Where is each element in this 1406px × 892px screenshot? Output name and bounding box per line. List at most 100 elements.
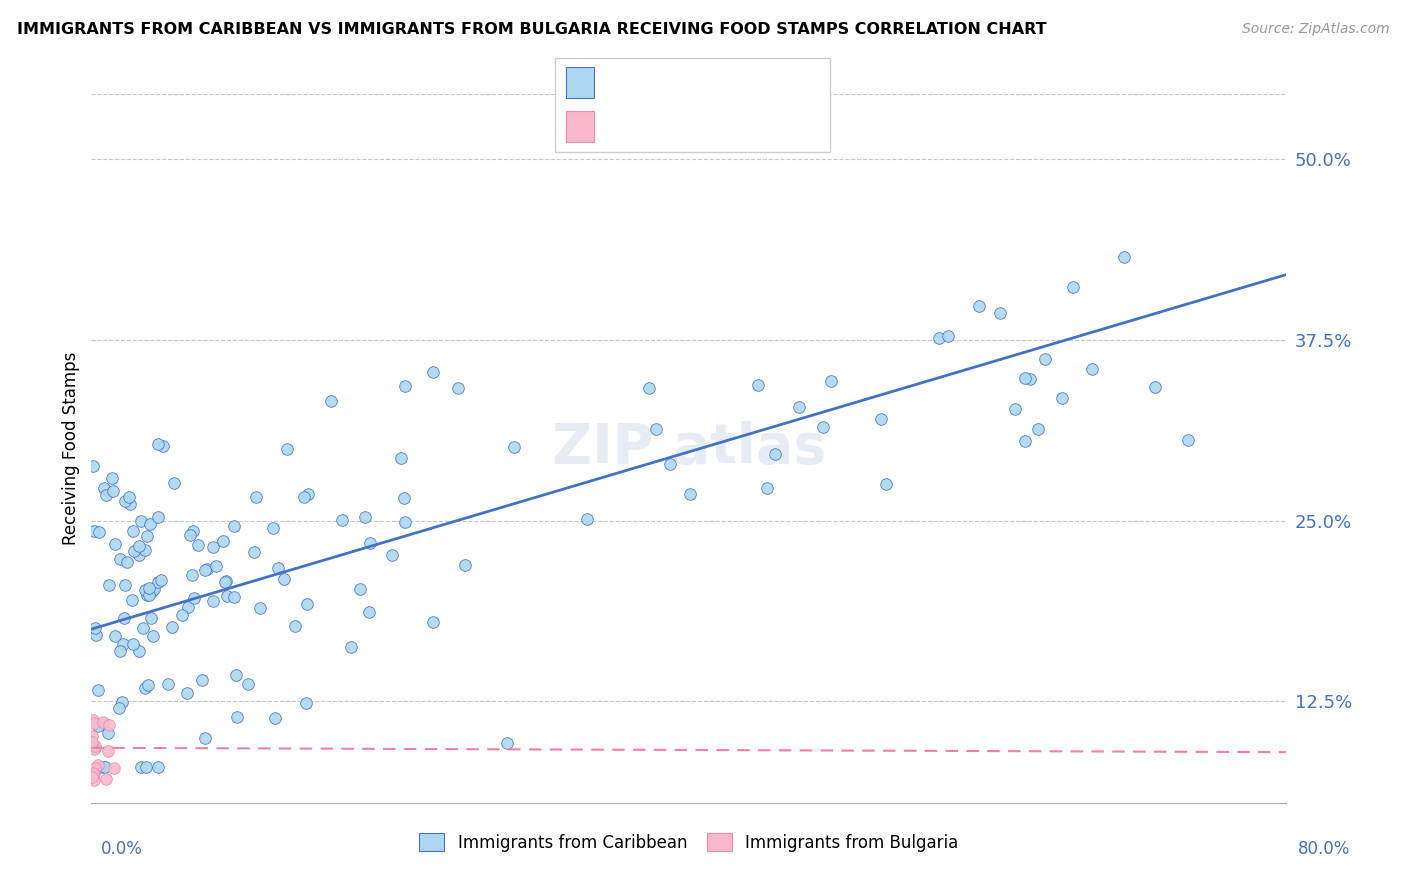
Point: [101, 483, 124, 498]
Point: [134, 681, 156, 695]
Point: [392, 491, 415, 505]
Point: [1026, 422, 1049, 436]
Point: [267, 561, 290, 575]
Point: [340, 640, 363, 655]
Point: [422, 615, 444, 629]
Point: [194, 731, 217, 746]
Point: [93, 759, 115, 773]
Point: [658, 457, 681, 471]
Point: [82, 735, 104, 749]
Point: [394, 516, 416, 530]
Point: [114, 494, 136, 508]
Bar: [567, 112, 593, 142]
Point: [264, 711, 287, 725]
Point: [1144, 380, 1167, 394]
Point: [121, 593, 143, 607]
Point: [110, 644, 132, 658]
Point: [967, 299, 990, 313]
Point: [142, 629, 165, 643]
Point: [215, 574, 238, 588]
Text: R = -0.014   N =  18: R = -0.014 N = 18: [599, 117, 799, 135]
Point: [94, 488, 117, 502]
Point: [936, 328, 959, 343]
Point: [181, 567, 204, 582]
Point: [89, 759, 111, 773]
Point: [84, 628, 107, 642]
Point: [496, 736, 519, 750]
Point: [875, 476, 897, 491]
Point: [129, 759, 152, 773]
Point: [114, 611, 136, 625]
Point: [132, 621, 155, 635]
Point: [93, 759, 115, 773]
Point: [135, 759, 157, 773]
Legend: Immigrants from Caribbean, Immigrants from Bulgaria: Immigrants from Caribbean, Immigrants fr…: [412, 826, 966, 858]
Point: [139, 610, 162, 624]
Point: [121, 524, 143, 538]
Point: [187, 539, 209, 553]
Point: [177, 600, 200, 615]
Point: [84, 621, 107, 635]
Point: [928, 331, 950, 345]
FancyBboxPatch shape: [555, 58, 830, 152]
Point: [249, 601, 271, 615]
Point: [191, 673, 214, 687]
Point: [222, 519, 245, 533]
Point: [141, 584, 163, 599]
Point: [124, 544, 146, 558]
Point: [146, 759, 169, 773]
Point: [80, 729, 103, 743]
Point: [84, 740, 107, 755]
Text: R =   0.653   N = 146: R = 0.653 N = 146: [599, 74, 810, 92]
Point: [194, 563, 217, 577]
Text: 0.0%: 0.0%: [101, 840, 143, 858]
Point: [204, 559, 226, 574]
Point: [80, 770, 103, 784]
Point: [83, 524, 105, 539]
Point: [129, 514, 152, 528]
Point: [349, 582, 371, 597]
Point: [83, 739, 105, 753]
Point: [134, 582, 156, 597]
Point: [179, 528, 201, 542]
Point: [236, 677, 259, 691]
Point: [170, 608, 193, 623]
Point: [98, 718, 121, 732]
Point: [447, 381, 470, 395]
Point: [201, 541, 224, 555]
Point: [295, 597, 318, 611]
Point: [214, 575, 236, 590]
Point: [245, 490, 267, 504]
Point: [101, 471, 124, 485]
Point: [330, 513, 353, 527]
Point: [576, 511, 599, 525]
Point: [359, 605, 381, 619]
Point: [813, 419, 835, 434]
Point: [115, 555, 138, 569]
Point: [128, 548, 150, 562]
Point: [276, 442, 298, 457]
Point: [988, 306, 1011, 320]
Point: [136, 588, 159, 602]
Point: [86, 719, 108, 733]
Point: [112, 637, 135, 651]
Point: [1014, 434, 1036, 448]
Text: IMMIGRANTS FROM CARIBBEAN VS IMMIGRANTS FROM BULGARIA RECEIVING FOOD STAMPS CORR: IMMIGRANTS FROM CARIBBEAN VS IMMIGRANTS …: [17, 22, 1046, 37]
Point: [295, 696, 318, 710]
Point: [1081, 361, 1104, 376]
Point: [637, 381, 659, 395]
Point: [134, 543, 156, 558]
Point: [149, 574, 172, 588]
Point: [135, 529, 157, 543]
Point: [225, 667, 247, 681]
Point: [128, 539, 150, 553]
Point: [201, 594, 224, 608]
Point: [82, 766, 104, 780]
Point: [93, 481, 115, 495]
Point: [1062, 280, 1084, 294]
Point: [114, 578, 136, 592]
Text: 80.0%: 80.0%: [1298, 840, 1350, 858]
Point: [103, 761, 125, 775]
Point: [91, 714, 114, 729]
Y-axis label: Receiving Food Stamps: Receiving Food Stamps: [62, 351, 80, 545]
